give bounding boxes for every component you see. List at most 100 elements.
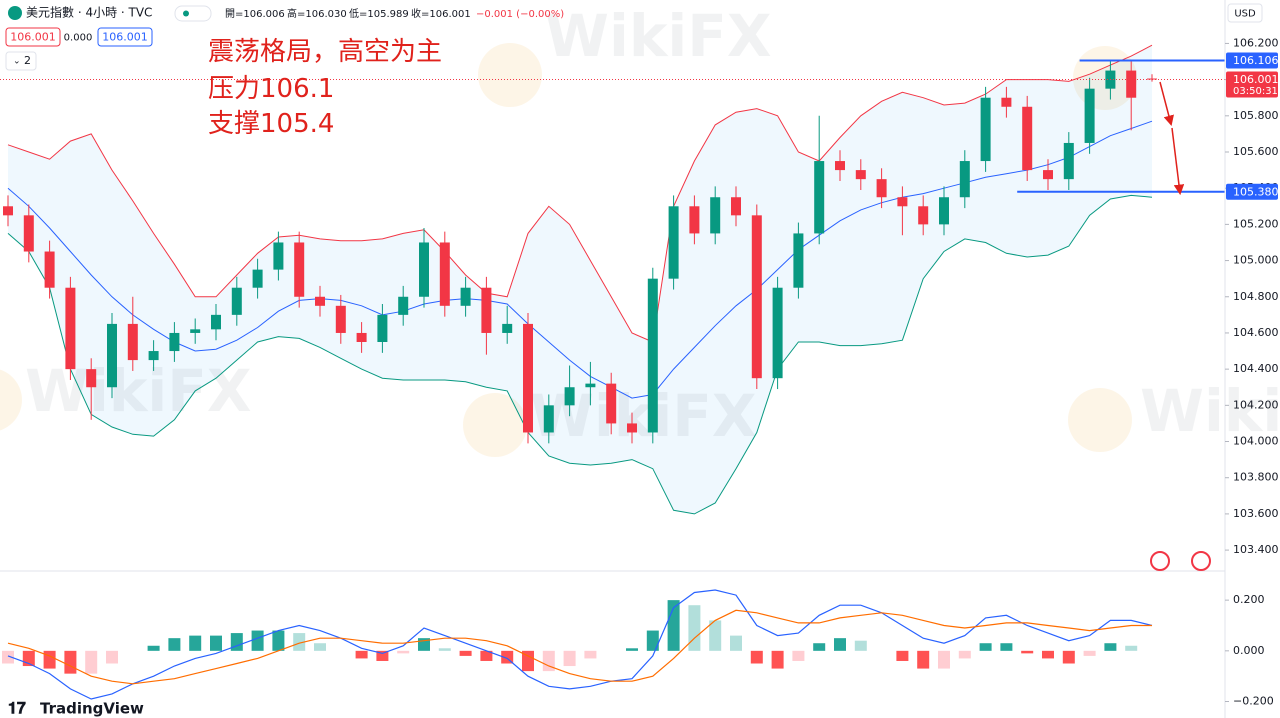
histogram-bar: [459, 650, 472, 656]
histogram-bar: [542, 650, 555, 672]
candle-body: [315, 296, 325, 306]
candle-body: [1022, 106, 1033, 171]
histogram-bar: [85, 650, 98, 674]
histogram-bar: [792, 650, 805, 661]
histogram-bar: [2, 650, 14, 664]
candle-body: [419, 242, 429, 297]
candle-body: [689, 206, 700, 234]
candle-body: [1063, 142, 1074, 180]
histogram-bar: [438, 648, 451, 651]
y-tick-label: 106.200: [1233, 36, 1279, 49]
price-line-label: 105.380: [1233, 185, 1279, 198]
ohlc-close: 收=106.001: [411, 7, 471, 20]
candle-body: [543, 405, 554, 433]
candle-body: [502, 323, 513, 333]
buy-button[interactable]: [97, 27, 153, 47]
event-icon[interactable]: [1150, 551, 1170, 571]
histogram-bar: [314, 643, 326, 651]
candle-body: [627, 423, 637, 433]
plot: [0, 44, 1225, 700]
histogram-bar: [834, 638, 846, 651]
y-tick-label: 105.000: [1233, 254, 1279, 267]
y-tick-label: 103.800: [1233, 471, 1279, 484]
histogram-bar: [397, 650, 410, 654]
histogram-bar: [64, 650, 77, 674]
watermark-logo: [463, 393, 527, 457]
y-tick-label: 103.400: [1233, 543, 1279, 556]
candle-body: [939, 197, 949, 225]
histogram-bar: [1062, 650, 1075, 664]
y-tick-label: −0.200: [1233, 695, 1274, 708]
histogram-bar: [1125, 645, 1138, 651]
histogram-bar: [938, 650, 950, 669]
ohlc-open: 開=106.006: [225, 8, 285, 20]
macd-line: [7, 589, 1153, 700]
symbol[interactable]: 美元指數 · 4小時 · TVC: [26, 5, 152, 20]
currency-button[interactable]: [1227, 3, 1263, 23]
candle-body: [772, 287, 783, 379]
bb-lower: [7, 194, 1153, 515]
indicators-toggle[interactable]: [5, 51, 37, 71]
status-pill[interactable]: [174, 5, 212, 22]
watermark-logo: [0, 369, 22, 431]
candle-body: [86, 369, 97, 388]
candle-body: [980, 97, 991, 162]
candle-body: [273, 242, 284, 270]
y-tick-label: 104.800: [1233, 290, 1279, 303]
histogram-bar: [230, 633, 243, 651]
candle-body: [148, 351, 159, 361]
sell-price: 106.001: [10, 31, 56, 44]
candle-body: [959, 161, 970, 198]
candle-body: [294, 242, 305, 297]
histogram-bar: [293, 633, 306, 651]
histogram-bar: [106, 650, 118, 664]
currency: USD: [1234, 9, 1256, 20]
histogram-bar: [813, 643, 826, 651]
candle-body: [44, 251, 55, 288]
logo[interactable]: TradingView: [40, 700, 144, 718]
histogram-bar: [750, 650, 763, 664]
price-axis: 103.400 103.600 103.800 104.000 104.200 104.4…: [1225, 36, 1279, 708]
candle-body: [23, 215, 34, 252]
candle-body: [127, 323, 138, 361]
histogram-bar: [251, 630, 264, 651]
candle-body: [897, 197, 908, 207]
candle-body: [439, 242, 450, 306]
logo-mark: 𝟏𝟕: [8, 699, 26, 718]
histogram-bar: [1083, 650, 1096, 656]
candle-body: [585, 383, 596, 388]
watermark: WikiFX: [545, 2, 772, 70]
countdown: 03:50:31: [1233, 86, 1278, 97]
histogram-bar: [43, 650, 56, 669]
histogram-bar: [688, 605, 701, 651]
y-tick-label: 0.200: [1233, 593, 1265, 606]
bb-upper: [7, 44, 1153, 343]
event-icon[interactable]: [1191, 551, 1211, 571]
candle-body: [65, 287, 76, 370]
signal-line: [7, 609, 1152, 685]
candle-body: [668, 206, 679, 279]
indicator-count: 2: [24, 54, 31, 67]
candle-body: [564, 387, 575, 406]
candle-body: [169, 332, 180, 352]
histogram-bar: [584, 650, 597, 659]
histogram-bar: [168, 638, 181, 651]
candle-body: [231, 287, 242, 315]
histogram-bar: [854, 640, 867, 651]
candle-body: [1001, 97, 1012, 107]
candle-body: [460, 287, 471, 306]
candle-body: [835, 161, 845, 171]
candle-body: [751, 215, 762, 379]
candle-body: [1126, 70, 1137, 98]
sell-button[interactable]: [5, 27, 61, 47]
histogram-bar: [1021, 650, 1034, 654]
histogram-bar: [896, 650, 909, 661]
histogram-bar: [355, 650, 368, 659]
watermark-logo: [1068, 388, 1132, 452]
candle-body: [855, 170, 866, 180]
candle-body: [356, 332, 367, 342]
histogram-bar: [917, 650, 930, 669]
histogram-bar: [147, 645, 160, 651]
histogram-bar: [771, 650, 784, 669]
